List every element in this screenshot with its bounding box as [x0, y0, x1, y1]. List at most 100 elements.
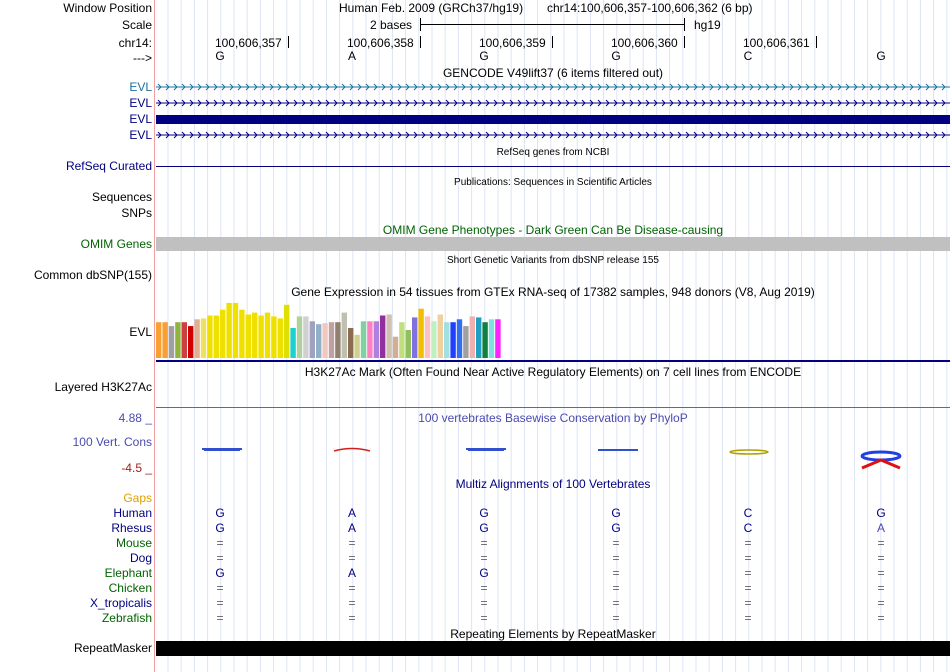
publications-snps-label[interactable]: SNPs: [121, 206, 152, 220]
gtex-tissue-bar[interactable]: [373, 321, 379, 358]
species-label-elephant[interactable]: Elephant: [104, 566, 152, 580]
gencode-label-3[interactable]: EVL: [129, 112, 152, 126]
gtex-tissue-bar[interactable]: [341, 312, 347, 358]
gtex-tissue-bar[interactable]: [290, 328, 296, 358]
gtex-label[interactable]: EVL: [129, 325, 152, 339]
alignment-base: A: [876, 521, 885, 535]
gtex-tissue-bar[interactable]: [431, 321, 437, 358]
gtex-tissue-bar[interactable]: [226, 302, 232, 358]
gtex-tissue-bar[interactable]: [258, 315, 264, 359]
omim-bar[interactable]: [156, 237, 950, 251]
gtex-tissue-bar[interactable]: [335, 322, 341, 358]
gtex-tissue-bar[interactable]: [188, 326, 194, 358]
gtex-tissue-bar[interactable]: [424, 316, 431, 358]
gtex-tissue-bar[interactable]: [168, 326, 175, 358]
repeatmasker-bar[interactable]: [156, 641, 950, 656]
gtex-tissue-bar[interactable]: [386, 314, 392, 359]
gtex-tissue-bar[interactable]: [456, 319, 463, 358]
conservation-title[interactable]: 100 vertebrates Basewise Conservation by…: [418, 411, 688, 425]
gtex-tissue-bar[interactable]: [316, 324, 322, 358]
gtex-tissue-bar[interactable]: [444, 322, 450, 358]
gtex-tissue-bar[interactable]: [399, 322, 405, 358]
gtex-tissue-bar[interactable]: [405, 330, 411, 358]
gtex-tissue-bar[interactable]: [360, 321, 367, 358]
refseq-line[interactable]: [156, 166, 950, 167]
gencode-title[interactable]: GENCODE V49lift37 (6 items filtered out): [442, 66, 664, 80]
gtex-tissue-bar[interactable]: [412, 317, 418, 358]
gtex-tissue-bar[interactable]: [392, 336, 399, 358]
species-label-x_tropicalis[interactable]: X_tropicalis: [89, 596, 152, 610]
multiz-title[interactable]: Multiz Alignments of 100 Vertebrates: [455, 477, 651, 491]
gtex-tissue-bar[interactable]: [367, 321, 373, 358]
gtex-tissue-bar[interactable]: [277, 318, 283, 358]
gencode-label-1[interactable]: EVL: [129, 80, 152, 94]
sequence-base[interactable]: A: [347, 49, 356, 63]
gtex-title[interactable]: Gene Expression in 54 tissues from GTEx …: [291, 285, 815, 299]
dbsnp-title[interactable]: Short Genetic Variants from dbSNP releas…: [447, 255, 659, 266]
publications-sequences-label[interactable]: Sequences: [91, 190, 152, 204]
repeatmasker-title[interactable]: Repeating Elements by RepeatMasker: [450, 627, 656, 641]
gtex-tissue-bar[interactable]: [200, 318, 207, 358]
gtex-tissue-bar[interactable]: [348, 328, 354, 358]
gtex-tissue-bar[interactable]: [482, 322, 488, 358]
species-label-mouse[interactable]: Mouse: [115, 536, 152, 550]
gtex-bar-chart[interactable]: [156, 300, 950, 360]
gtex-tissue-bar[interactable]: [495, 319, 501, 358]
repeatmasker-label[interactable]: RepeatMasker: [73, 641, 152, 655]
conservation-min-label: -4.5 _: [121, 461, 152, 475]
gtex-tissue-bar[interactable]: [322, 323, 328, 358]
species-label-zebrafish[interactable]: Zebrafish: [101, 611, 152, 625]
gtex-tissue-bar[interactable]: [207, 315, 213, 359]
gtex-tissue-bar[interactable]: [328, 322, 335, 358]
omim-title[interactable]: OMIM Gene Phenotypes - Dark Green Can Be…: [382, 223, 724, 237]
gtex-tissue-bar[interactable]: [156, 322, 162, 358]
h3k27ac-title[interactable]: H3K27Ac Mark (Often Found Near Active Re…: [304, 365, 802, 379]
gtex-tissue-bar[interactable]: [309, 321, 315, 358]
species-label-rhesus[interactable]: Rhesus: [111, 521, 152, 535]
omim-label[interactable]: OMIM Genes: [80, 237, 152, 251]
gtex-tissue-bar[interactable]: [232, 302, 239, 358]
gtex-tissue-bar[interactable]: [476, 317, 482, 358]
sequence-base[interactable]: G: [611, 49, 621, 63]
h3k27ac-label[interactable]: Layered H3K27Ac: [54, 380, 152, 394]
gtex-tissue-bar[interactable]: [181, 322, 187, 358]
gtex-tissue-bar[interactable]: [296, 316, 303, 358]
conservation-label[interactable]: 100 Vert. Cons: [72, 435, 152, 449]
gtex-tissue-bar[interactable]: [252, 312, 258, 358]
conservation-logo[interactable]: [156, 440, 950, 470]
refseq-label[interactable]: RefSeq Curated: [65, 159, 152, 173]
sequence-base[interactable]: G: [479, 49, 489, 63]
gtex-tissue-bar[interactable]: [488, 319, 495, 358]
gtex-tissue-bar[interactable]: [463, 326, 469, 358]
gtex-tissue-bar[interactable]: [245, 314, 251, 359]
gtex-tissue-bar[interactable]: [354, 334, 360, 358]
gtex-tissue-bar[interactable]: [284, 304, 290, 358]
gtex-tissue-bar[interactable]: [175, 322, 181, 358]
gtex-tissue-bar[interactable]: [213, 315, 219, 359]
dbsnp-label[interactable]: Common dbSNP(155): [33, 268, 152, 282]
sequence-base[interactable]: G: [215, 49, 225, 63]
gtex-tissue-bar[interactable]: [220, 309, 226, 358]
gtex-tissue-bar[interactable]: [418, 308, 424, 358]
gtex-tissue-bar[interactable]: [264, 312, 271, 358]
gencode-label-4[interactable]: EVL: [129, 128, 152, 142]
gtex-tissue-bar[interactable]: [194, 319, 200, 358]
gtex-tissue-bar[interactable]: [380, 315, 386, 359]
gencode-features[interactable]: [156, 80, 950, 142]
gaps-label[interactable]: Gaps: [123, 491, 152, 505]
gtex-tissue-bar[interactable]: [437, 314, 443, 359]
gtex-tissue-bar[interactable]: [162, 322, 168, 358]
species-label-dog[interactable]: Dog: [129, 551, 152, 565]
publications-title[interactable]: Publications: Sequences in Scientific Ar…: [454, 177, 652, 188]
gtex-tissue-bar[interactable]: [450, 322, 456, 358]
species-label-chicken[interactable]: Chicken: [108, 581, 152, 595]
gtex-tissue-bar[interactable]: [271, 316, 277, 358]
gtex-tissue-bar[interactable]: [303, 316, 309, 358]
gtex-tissue-bar[interactable]: [469, 316, 475, 358]
sequence-base[interactable]: C: [743, 49, 753, 63]
gtex-tissue-bar[interactable]: [239, 309, 245, 358]
species-label-human[interactable]: Human: [113, 506, 152, 520]
refseq-title[interactable]: RefSeq genes from NCBI: [496, 147, 610, 158]
sequence-base[interactable]: G: [876, 49, 886, 63]
gencode-label-2[interactable]: EVL: [129, 96, 152, 110]
